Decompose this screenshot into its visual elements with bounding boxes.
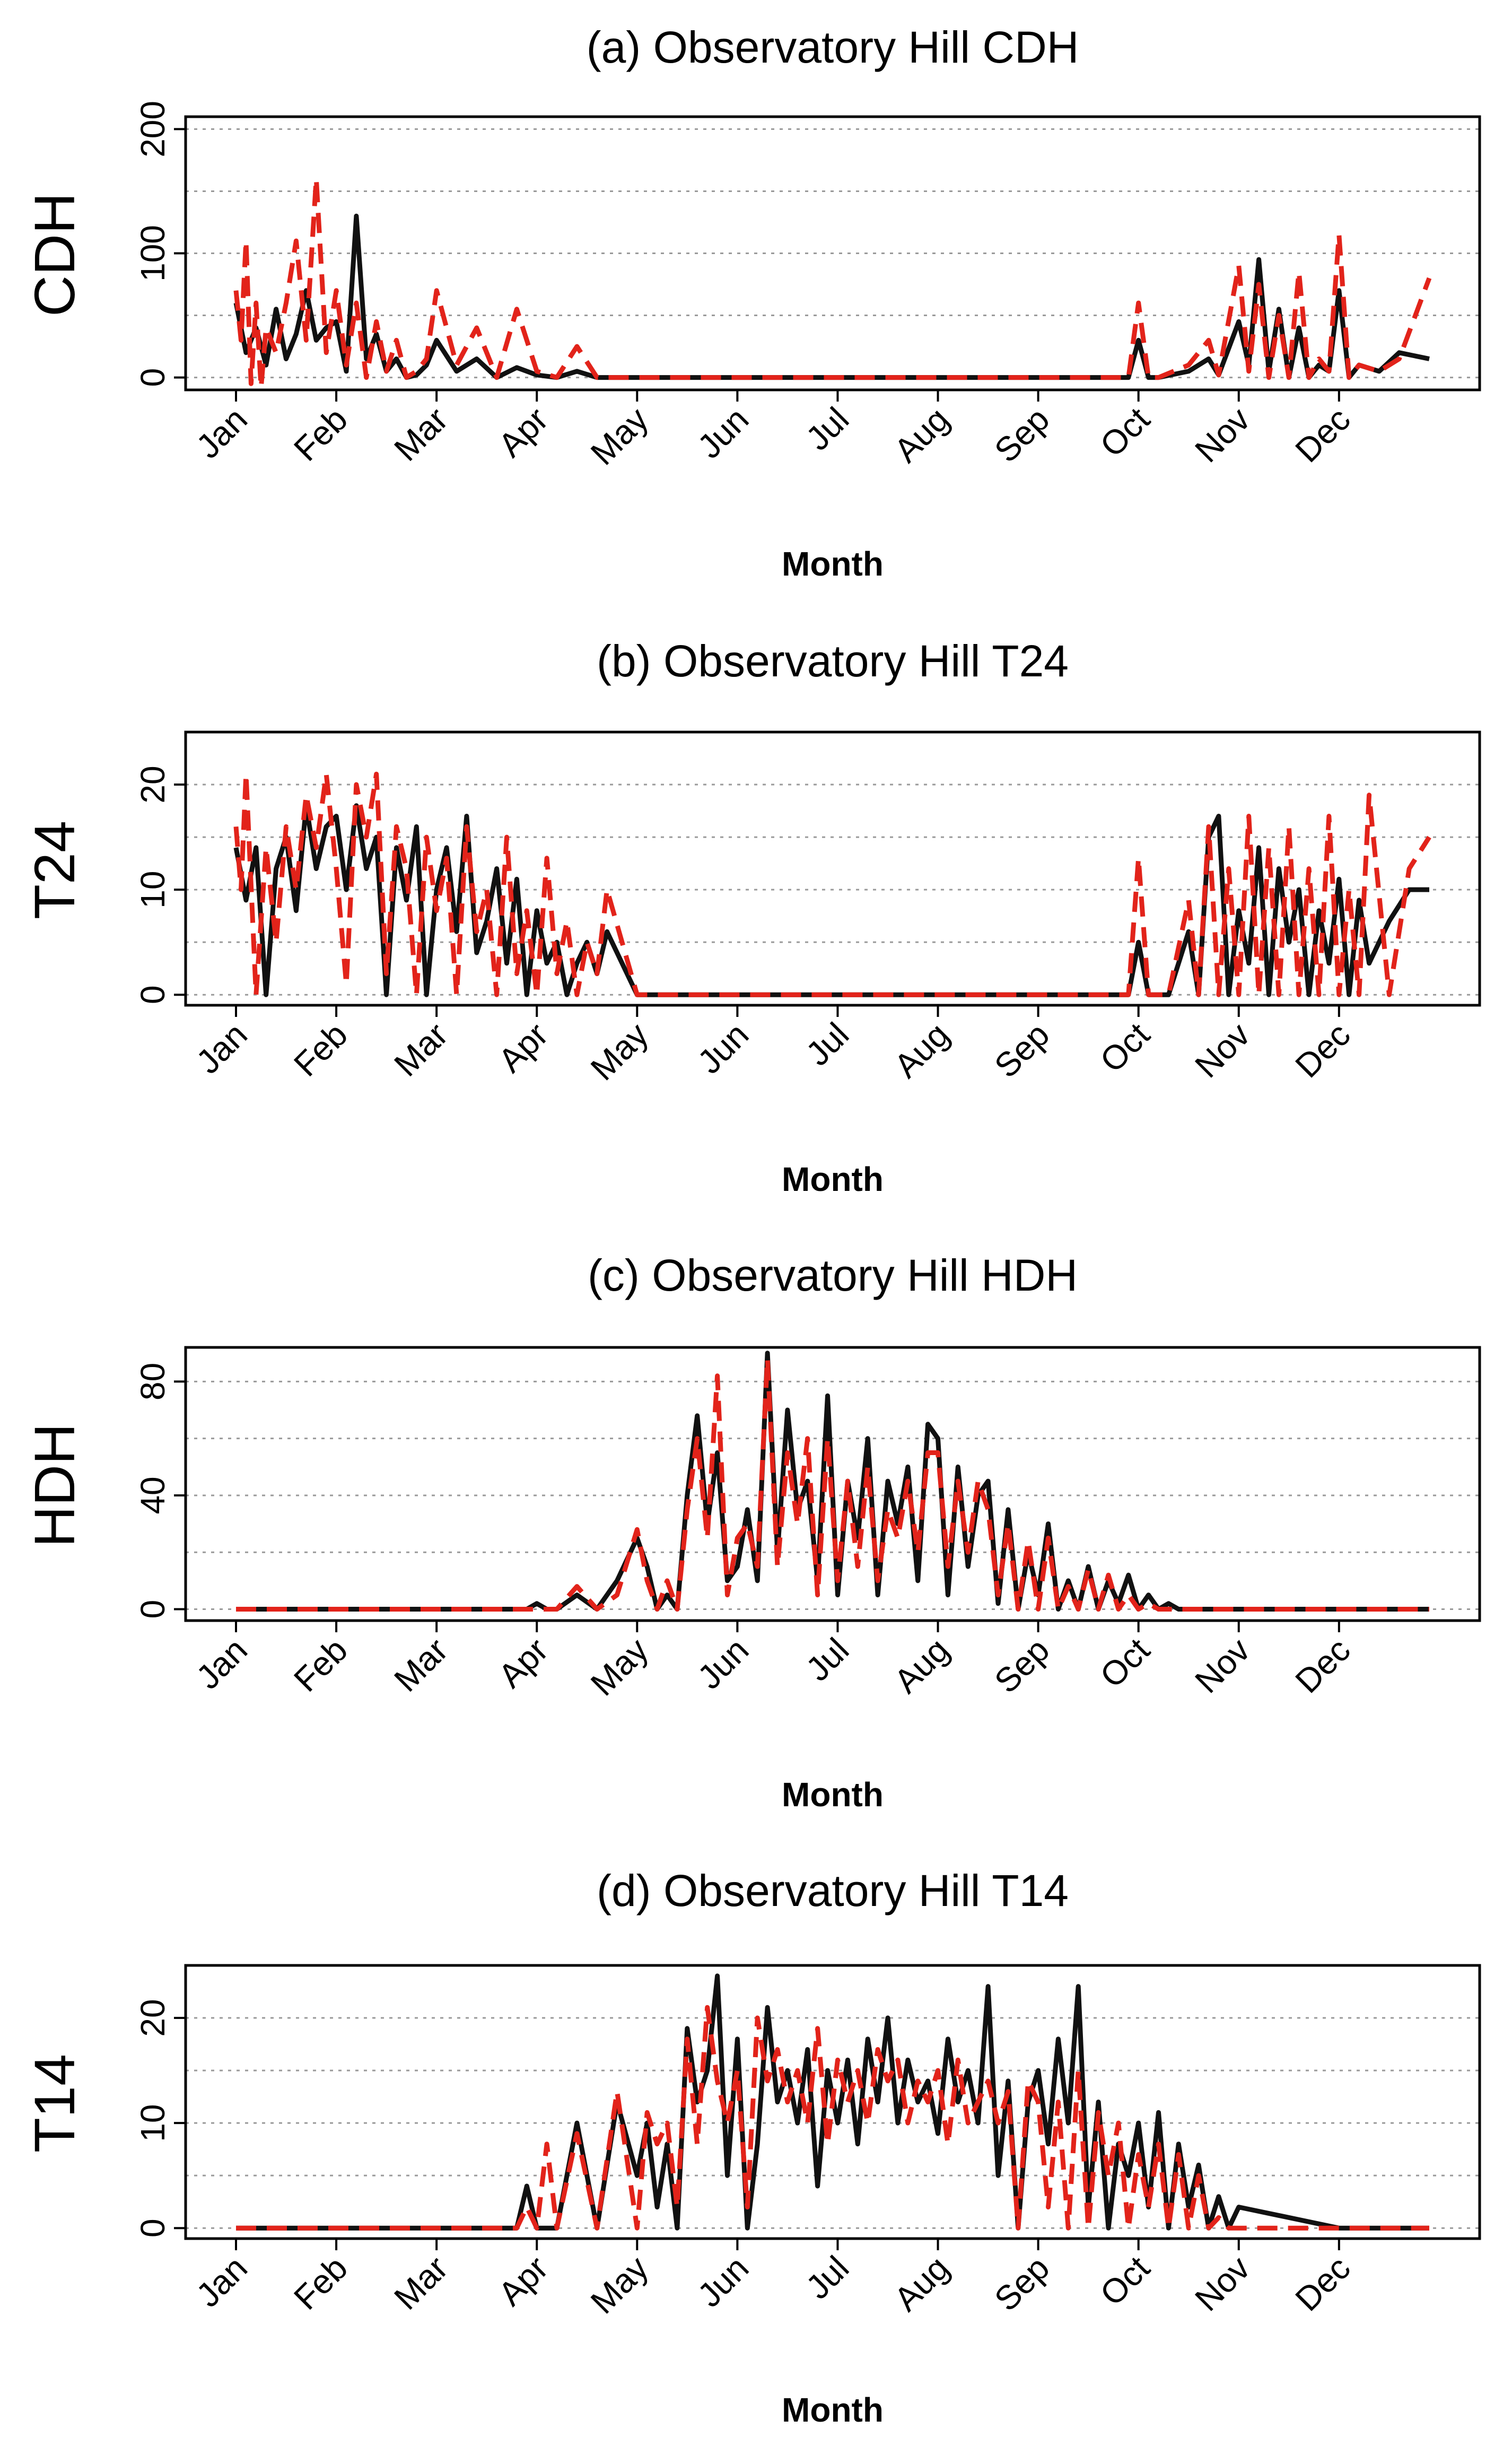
panel-b-xtick-label-sep: Sep bbox=[987, 1015, 1056, 1085]
panel-d-xtick-label-aug: Aug bbox=[887, 2249, 956, 2318]
panel-a-xtick-label-apr: Apr bbox=[491, 400, 555, 464]
panel-c-frame bbox=[184, 1346, 1481, 1622]
panel-b-xtick-label-aug: Aug bbox=[887, 1015, 956, 1085]
panel-b-xtick-label-dec: Dec bbox=[1288, 1015, 1357, 1085]
panel-c-ytick-label-2: 80 bbox=[134, 1363, 172, 1400]
panel-b-ylabel: T24 bbox=[22, 821, 86, 919]
panel-d-series-observed bbox=[236, 1973, 1429, 2231]
panel-c-xtick-label-feb: Feb bbox=[286, 1631, 355, 1699]
panel-a-xtick-label-jun: Jun bbox=[690, 400, 756, 466]
panel-a-xtick-label-aug: Aug bbox=[887, 400, 956, 469]
panel-c-xtick-label-aug: Aug bbox=[887, 1631, 956, 1700]
panel-c-xlabel: Month bbox=[782, 1775, 884, 1814]
panel-b-frame bbox=[184, 730, 1481, 1007]
panel-d-xlabel: Month bbox=[782, 2391, 884, 2429]
panel-b-title: (b) Observatory Hill T24 bbox=[597, 636, 1069, 686]
panel-b-xtick-label-oct: Oct bbox=[1093, 1015, 1157, 1080]
panel-d-title: (d) Observatory Hill T14 bbox=[597, 1866, 1069, 1916]
panel-c-title: (c) Observatory Hill HDH bbox=[588, 1250, 1078, 1300]
panel-d-ytick-label-0: 0 bbox=[134, 2218, 172, 2238]
panel-d-plot: 0 10 20 Jan Feb Mar Apr May Jun Jul Aug Sep Oct Nov De… bbox=[134, 1964, 1481, 2321]
panel-a-ytick-label-2: 200 bbox=[134, 101, 172, 158]
panel-b-xtick-label-jul: Jul bbox=[799, 1015, 856, 1073]
panel-a: (a) Observatory Hill CDH CDH 0 100 200 Jan F… bbox=[22, 22, 1481, 583]
panel-c-ytick-label-1: 40 bbox=[134, 1476, 172, 1514]
panel-a-xtick-label-feb: Feb bbox=[286, 400, 355, 468]
panel-a-xlabel: Month bbox=[782, 545, 884, 583]
panel-c-xtick-label-sep: Sep bbox=[987, 1631, 1056, 1700]
panel-b: (b) Observatory Hill T24 T24 0 10 20 Jan Feb… bbox=[22, 636, 1481, 1198]
panel-a-ytick-label-0: 0 bbox=[134, 368, 172, 387]
panel-b-plot: 0 10 20 Jan Feb Mar Apr May Jun Jul Aug Sep Oct Nov De… bbox=[134, 730, 1481, 1087]
panel-a-xtick-label-nov: Nov bbox=[1187, 400, 1257, 469]
panel-c-xtick-label-may: May bbox=[583, 1631, 656, 1703]
panel-d-ylabel: T14 bbox=[22, 2054, 86, 2153]
panel-b-ytick-label-2: 20 bbox=[134, 765, 172, 803]
panel-a-xtick-label-sep: Sep bbox=[987, 400, 1056, 469]
panel-d-xtick-label-apr: Apr bbox=[491, 2249, 555, 2313]
panel-c-series-modelled bbox=[236, 1356, 1429, 1612]
panel-d-xtick-label-jun: Jun bbox=[690, 2249, 756, 2314]
panel-c-xtick-label-apr: Apr bbox=[491, 1631, 555, 1695]
panel-a-ylabel: CDH bbox=[22, 193, 86, 317]
panel-b-xlabel: Month bbox=[782, 1160, 884, 1198]
panel-c-xtick-label-jul: Jul bbox=[799, 1631, 856, 1688]
panel-d-xtick-label-oct: Oct bbox=[1093, 2249, 1157, 2313]
panel-d-frame bbox=[184, 1964, 1481, 2240]
panel-a-xtick-label-mar: Mar bbox=[387, 400, 455, 468]
panel-a-xtick-label-may: May bbox=[583, 400, 656, 472]
panel-d-xtick-label-sep: Sep bbox=[987, 2249, 1056, 2318]
panel-c-xtick-label-oct: Oct bbox=[1093, 1631, 1157, 1695]
panel-d-xtick-label-feb: Feb bbox=[286, 2249, 355, 2317]
panel-d-xtick-label-may: May bbox=[583, 2249, 656, 2321]
panel-d-ytick-label-1: 10 bbox=[134, 2104, 172, 2142]
panel-a-ytick-label-1: 100 bbox=[134, 225, 172, 282]
panel-c-xtick-label-jun: Jun bbox=[690, 1631, 756, 1696]
panel-d: (d) Observatory Hill T14 T14 0 10 20 Jan Feb… bbox=[22, 1866, 1481, 2429]
panel-a-series-modelled bbox=[233, 176, 1432, 390]
panel-a-xtick-label-jan: Jan bbox=[189, 400, 255, 466]
panel-c-xtick-label-dec: Dec bbox=[1288, 1631, 1357, 1700]
panel-b-xtick-label-feb: Feb bbox=[286, 1015, 355, 1084]
panel-a-xtick-label-dec: Dec bbox=[1288, 400, 1357, 469]
panel-c: (c) Observatory Hill HDH HDH 0 40 80 Jan Feb… bbox=[22, 1250, 1481, 1814]
panel-b-xtick-label-jan: Jan bbox=[189, 1015, 255, 1081]
panel-d-xtick-label-mar: Mar bbox=[387, 2249, 455, 2317]
panel-d-xtick-label-jul: Jul bbox=[799, 2249, 856, 2306]
panel-c-xtick-label-jan: Jan bbox=[189, 1631, 255, 1696]
panel-b-xtick-label-may: May bbox=[583, 1015, 656, 1087]
panel-a-xtick-label-jul: Jul bbox=[799, 400, 856, 458]
panel-a-title: (a) Observatory Hill CDH bbox=[587, 22, 1079, 72]
panel-d-xtick-label-dec: Dec bbox=[1288, 2249, 1357, 2318]
panel-b-xtick-label-nov: Nov bbox=[1187, 1015, 1257, 1085]
panel-c-ytick-label-0: 0 bbox=[134, 1600, 172, 1619]
panel-b-series-observed bbox=[233, 803, 1429, 997]
panel-b-xtick-label-apr: Apr bbox=[491, 1015, 555, 1080]
panel-b-xtick-label-mar: Mar bbox=[387, 1015, 455, 1084]
panel-b-xtick-label-jun: Jun bbox=[690, 1015, 756, 1081]
panel-d-xtick-label-jan: Jan bbox=[189, 2249, 255, 2314]
panel-a-plot: 0 100 200 Jan Feb Mar Apr May Jun Jul Aug Sep Oct Nov… bbox=[134, 101, 1481, 472]
panel-d-series-modelled bbox=[236, 2005, 1429, 2231]
panel-d-ytick-label-2: 20 bbox=[134, 1999, 172, 2036]
panel-a-xtick-label-oct: Oct bbox=[1093, 400, 1157, 464]
panel-c-ylabel: HDH bbox=[22, 1423, 86, 1547]
panel-b-ytick-label-0: 0 bbox=[134, 985, 172, 1004]
panel-b-ytick-label-1: 10 bbox=[134, 871, 172, 909]
panel-c-xtick-label-mar: Mar bbox=[387, 1631, 455, 1699]
panel-b-series-modelled bbox=[233, 771, 1431, 997]
panel-d-xtick-label-nov: Nov bbox=[1187, 2249, 1257, 2318]
panel-c-xtick-label-nov: Nov bbox=[1187, 1631, 1257, 1700]
panel-c-plot: 0 40 80 Jan Feb Mar Apr May Jun Jul Aug Sep Oct Nov De… bbox=[134, 1346, 1481, 1703]
